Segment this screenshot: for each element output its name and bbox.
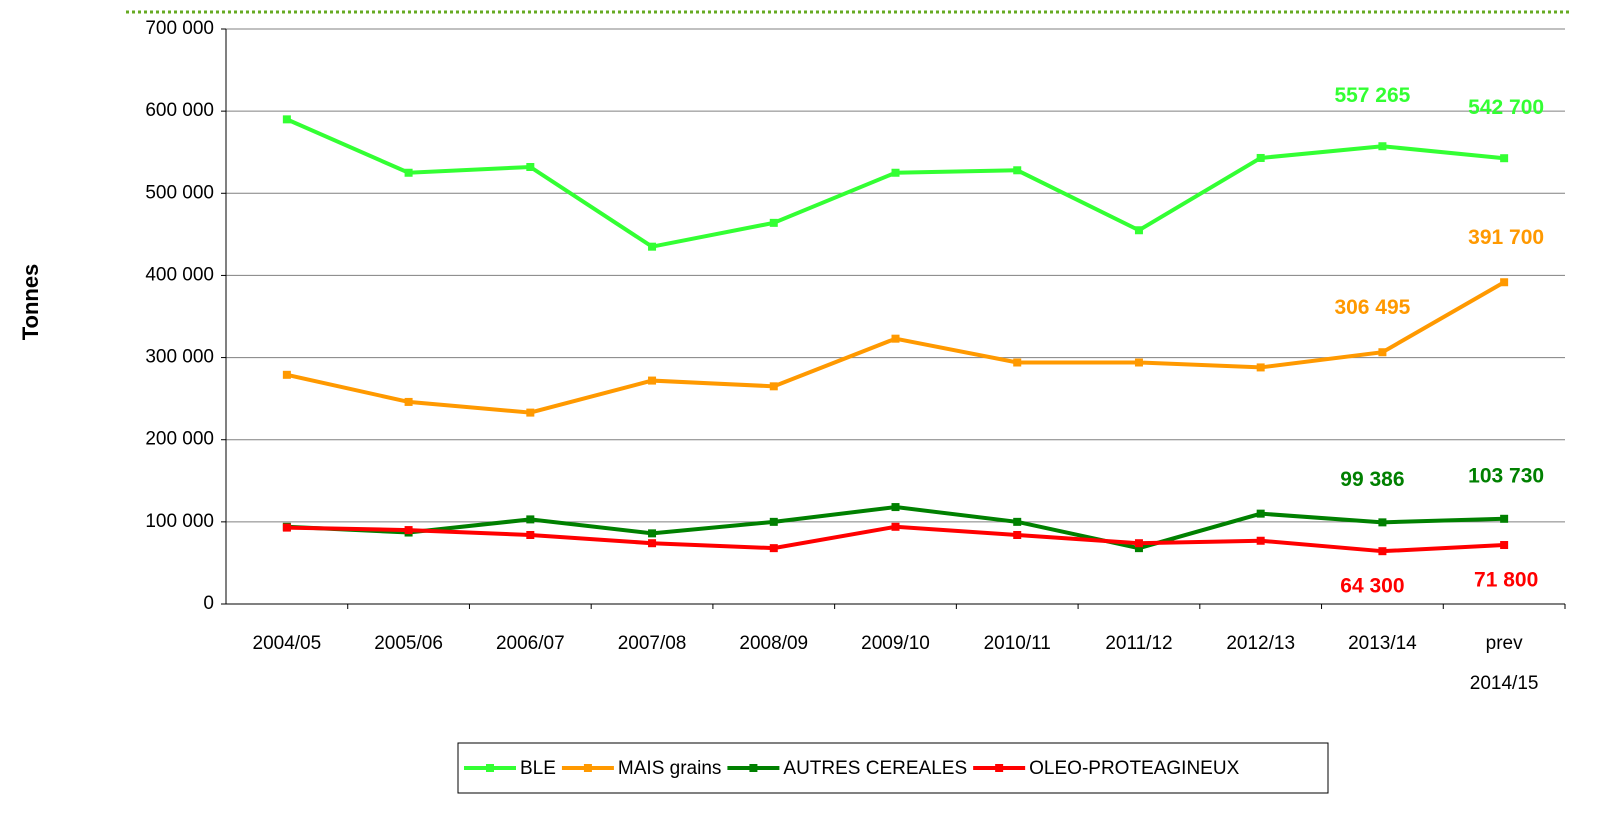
point bbox=[282, 370, 291, 379]
x-tick-line: 2014/15 bbox=[1470, 673, 1539, 694]
point bbox=[1378, 547, 1387, 556]
legend-label: MAIS grains bbox=[618, 758, 721, 779]
y-tick-label: 400 000 bbox=[145, 264, 214, 285]
point bbox=[1500, 541, 1509, 550]
x-tick-label: 2010/11 bbox=[984, 633, 1051, 654]
data-label: 391 700 bbox=[1468, 226, 1544, 249]
point bbox=[1013, 358, 1022, 367]
point bbox=[1256, 509, 1265, 518]
legend-marker bbox=[749, 764, 758, 772]
point bbox=[648, 242, 657, 251]
series-line bbox=[286, 117, 1505, 249]
point bbox=[648, 539, 657, 548]
y-tick-label: 600 000 bbox=[145, 100, 214, 121]
point bbox=[769, 544, 778, 553]
point bbox=[526, 531, 535, 539]
point bbox=[891, 168, 900, 177]
point bbox=[1013, 517, 1022, 526]
point bbox=[769, 382, 778, 391]
legend-label: OLEO-PROTEAGINEUX bbox=[1029, 758, 1239, 779]
data-label: 542 700 bbox=[1468, 96, 1544, 119]
point bbox=[648, 376, 657, 385]
point bbox=[891, 522, 900, 531]
x-tick-label: prev 2014/15 bbox=[1470, 633, 1539, 694]
y-tick-label: 100 000 bbox=[145, 511, 214, 532]
x-tick-label: 2005/06 bbox=[374, 633, 443, 654]
y-tick-label: 700 000 bbox=[145, 18, 214, 39]
legend-marker bbox=[486, 764, 494, 772]
legend-label: AUTRES CEREALES bbox=[783, 758, 967, 779]
point bbox=[891, 334, 900, 343]
point bbox=[404, 526, 413, 535]
y-tick-label: 500 000 bbox=[145, 182, 214, 203]
y-tick-label: 200 000 bbox=[145, 429, 214, 450]
y-tick-label: 0 bbox=[203, 593, 214, 614]
point bbox=[404, 168, 413, 177]
x-tick-label: 2006/07 bbox=[496, 633, 565, 654]
point bbox=[1134, 539, 1143, 548]
point bbox=[282, 115, 291, 124]
point bbox=[891, 503, 900, 512]
point bbox=[1134, 544, 1143, 553]
data-label: 103 730 bbox=[1468, 464, 1544, 487]
point bbox=[526, 163, 535, 171]
x-tick-label: 2007/08 bbox=[618, 633, 687, 654]
point bbox=[1378, 518, 1387, 527]
y-axis-label: Tonnes bbox=[18, 264, 43, 341]
point bbox=[1256, 153, 1265, 162]
point bbox=[1256, 363, 1265, 372]
point bbox=[282, 523, 291, 532]
x-tick-label: 2009/10 bbox=[861, 633, 930, 654]
y-tick-label: 300 000 bbox=[145, 347, 214, 368]
point bbox=[1256, 536, 1265, 545]
x-tick-line: prev bbox=[1486, 633, 1523, 654]
point bbox=[1134, 358, 1143, 367]
legend-marker bbox=[583, 764, 592, 772]
point bbox=[1378, 142, 1387, 151]
point bbox=[1500, 278, 1509, 287]
legend-marker bbox=[995, 764, 1004, 772]
legend-label: BLE bbox=[520, 758, 556, 779]
point bbox=[404, 397, 413, 406]
point bbox=[526, 408, 535, 417]
data-label: 99 386 bbox=[1340, 468, 1404, 491]
point bbox=[526, 515, 535, 524]
data-label: 557 265 bbox=[1334, 84, 1410, 107]
point bbox=[1500, 514, 1509, 523]
x-tick-label: 2013/14 bbox=[1348, 633, 1417, 654]
point bbox=[1013, 531, 1022, 539]
point bbox=[1378, 348, 1387, 357]
data-label: 64 300 bbox=[1340, 575, 1404, 598]
point bbox=[769, 218, 778, 227]
point bbox=[1134, 226, 1143, 235]
x-tick-label: 2008/09 bbox=[739, 633, 808, 654]
data-label: 71 800 bbox=[1474, 569, 1538, 592]
point bbox=[1013, 166, 1022, 175]
series-line bbox=[286, 280, 1506, 415]
x-tick-label: 2004/05 bbox=[253, 633, 322, 654]
x-tick-label: 2012/13 bbox=[1226, 633, 1295, 654]
point bbox=[1500, 154, 1509, 163]
data-label: 306 495 bbox=[1334, 296, 1410, 319]
point bbox=[648, 529, 657, 538]
x-tick-label: 2011/12 bbox=[1105, 633, 1172, 654]
point bbox=[769, 517, 778, 526]
